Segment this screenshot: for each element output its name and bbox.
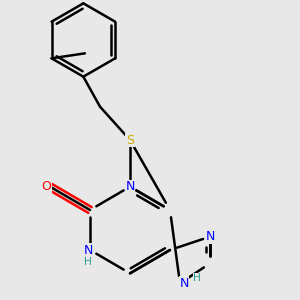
Text: N: N	[84, 244, 93, 256]
Text: N: N	[125, 180, 135, 193]
Text: S: S	[126, 134, 134, 146]
Text: N: N	[179, 277, 189, 290]
Text: O: O	[42, 180, 52, 193]
Text: H: H	[84, 257, 92, 267]
Text: N: N	[205, 230, 215, 243]
Text: H: H	[193, 273, 201, 283]
